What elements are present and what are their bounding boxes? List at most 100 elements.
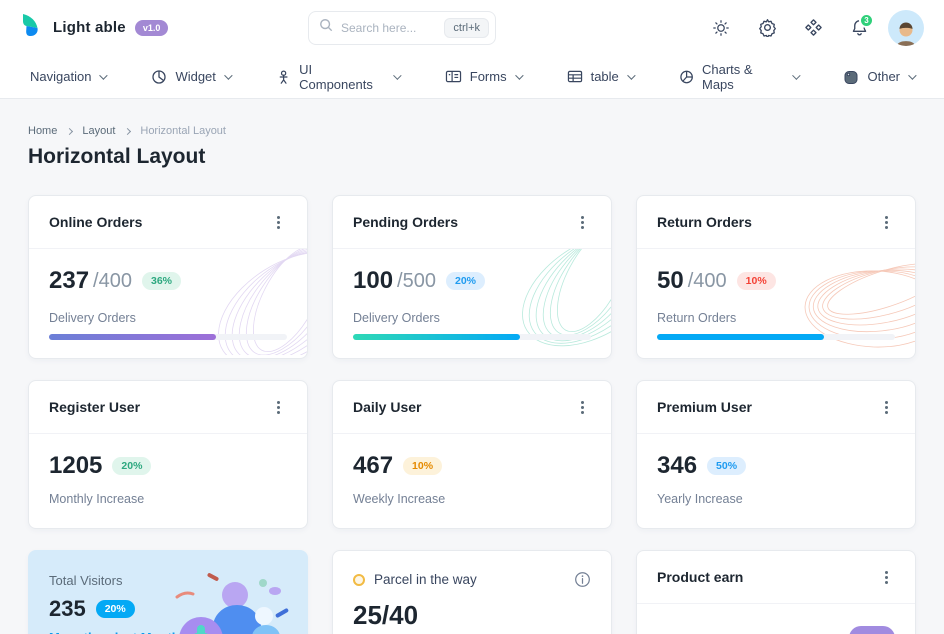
chevron-down-icon (393, 70, 402, 80)
card-value: 237 (49, 267, 90, 294)
brand-logo[interactable]: Light able v1.0 (20, 12, 220, 43)
breadcrumb: Home Layout Horizontal Layout (28, 125, 916, 137)
search-box[interactable]: ctrl+k (308, 10, 496, 45)
search-input[interactable] (341, 20, 437, 35)
breadcrumb-current: Horizontal Layout (140, 125, 226, 137)
card-register-user: Register User 1205 20% Monthly Increase (28, 380, 308, 529)
progress-bar (353, 334, 591, 340)
percent-badge: 50% (707, 457, 747, 475)
nav-item-ui-components[interactable]: UI Components (276, 61, 402, 92)
chevron-down-icon (791, 70, 801, 80)
theme-toggle-button[interactable] (704, 11, 738, 45)
card-value: 50 (657, 267, 684, 294)
progress-bar (657, 334, 895, 340)
card-label: More than last Month (49, 630, 287, 634)
card-title: Total Visitors (49, 573, 123, 588)
sale-product-icon (849, 626, 895, 634)
card-parcel: Parcel in the way 25/40 +15% last month (332, 550, 612, 634)
notifications-button[interactable]: 3 (842, 11, 876, 45)
card-title: Return Orders (657, 214, 752, 230)
person-icon (279, 69, 288, 84)
chevron-down-icon (908, 70, 917, 80)
card-total: /400 (687, 269, 727, 292)
chevron-right-icon (124, 127, 132, 135)
more-options-button[interactable] (877, 213, 895, 231)
card-title: Register User (49, 399, 141, 415)
card-value: 235 (49, 596, 86, 621)
search-icon (319, 18, 333, 37)
card-title: Online Orders (49, 214, 143, 230)
card-title: Parcel in the way (374, 572, 477, 587)
sticker-icon (844, 70, 858, 84)
card-value: 1205 (49, 452, 103, 479)
chevron-down-icon (224, 70, 233, 80)
card-label: Delivery Orders (353, 311, 440, 325)
card-label: Weekly Increase (353, 492, 446, 506)
notification-count-badge: 3 (859, 12, 874, 28)
more-options-button[interactable] (269, 213, 287, 231)
percent-badge: 10% (736, 272, 776, 290)
card-total-visitors: Total Visitors 235 20% More than last Mo… (28, 550, 308, 634)
card-title: Premium User (657, 399, 752, 415)
card-label: Delivery Orders (49, 311, 136, 325)
nav-ui-components-label: UI Components (299, 61, 373, 92)
horizontal-nav: Navigation Widget UI Components Forms ta… (0, 55, 944, 99)
chevron-down-icon (514, 70, 524, 80)
percent-badge: 20% (112, 457, 152, 475)
card-return-orders: Return Orders 50 /400 10% Return Orde (636, 195, 916, 359)
nav-table-label: table (590, 69, 619, 84)
breadcrumb-home[interactable]: Home (28, 125, 58, 137)
nav-other-label: Other (867, 69, 900, 84)
card-label: Monthly Increase (49, 492, 145, 506)
user-avatar[interactable] (888, 9, 924, 46)
people-illustration (175, 573, 289, 634)
chevron-down-icon (99, 70, 109, 80)
card-value: 100 (353, 267, 394, 294)
apps-grid-icon (804, 19, 822, 36)
card-value: 346 (657, 452, 698, 479)
gear-icon (758, 19, 776, 37)
card-premium-user: Premium User 346 50% Yearly Increase (636, 380, 916, 529)
more-options-button[interactable] (877, 568, 895, 586)
percent-badge: 20% (445, 272, 485, 290)
sun-icon (713, 19, 729, 36)
nav-forms-label: Forms (469, 69, 507, 84)
card-value: 467 (353, 452, 394, 479)
pie-chart-icon (152, 69, 167, 84)
logo-icon (20, 12, 44, 43)
search-shortcut: ctrl+k (444, 17, 489, 38)
card-label: Yearly Increase (657, 492, 743, 506)
chevron-down-icon (626, 70, 636, 80)
card-total: /400 (93, 269, 132, 292)
more-options-button[interactable] (573, 213, 591, 231)
card-daily-user: Daily User 467 10% Weekly Increase (332, 380, 612, 529)
chart-pie-icon (680, 70, 693, 83)
percent-badge: 36% (141, 272, 181, 290)
card-value: 25/40 (353, 600, 419, 630)
info-icon (575, 572, 590, 587)
percent-badge: 20% (95, 600, 135, 618)
nav-item-table[interactable]: table (567, 69, 636, 84)
version-badge: v1.0 (134, 19, 169, 36)
more-options-button[interactable] (269, 398, 287, 416)
nav-item-other[interactable]: Other (843, 69, 917, 85)
nav-item-charts-maps[interactable]: Charts & Maps (679, 62, 801, 92)
settings-button[interactable] (750, 11, 784, 45)
info-button[interactable] (574, 571, 591, 588)
page-title: Horizontal Layout (28, 145, 206, 168)
progress-fill (49, 334, 216, 340)
breadcrumb-layout[interactable]: Layout (82, 125, 116, 137)
more-options-button[interactable] (877, 398, 895, 416)
nav-item-navigation[interactable]: Navigation (30, 69, 109, 84)
nav-navigation-label: Navigation (30, 69, 92, 84)
progress-bar (49, 334, 287, 340)
card-total: /500 (397, 269, 436, 292)
more-options-button[interactable] (573, 398, 591, 416)
nav-item-widget[interactable]: Widget (151, 69, 233, 85)
apps-menu-button[interactable] (796, 11, 830, 45)
card-title: Pending Orders (353, 214, 459, 230)
chevron-right-icon (66, 127, 74, 135)
progress-fill (353, 334, 520, 340)
table-icon (567, 70, 582, 83)
nav-item-forms[interactable]: Forms (445, 69, 524, 84)
